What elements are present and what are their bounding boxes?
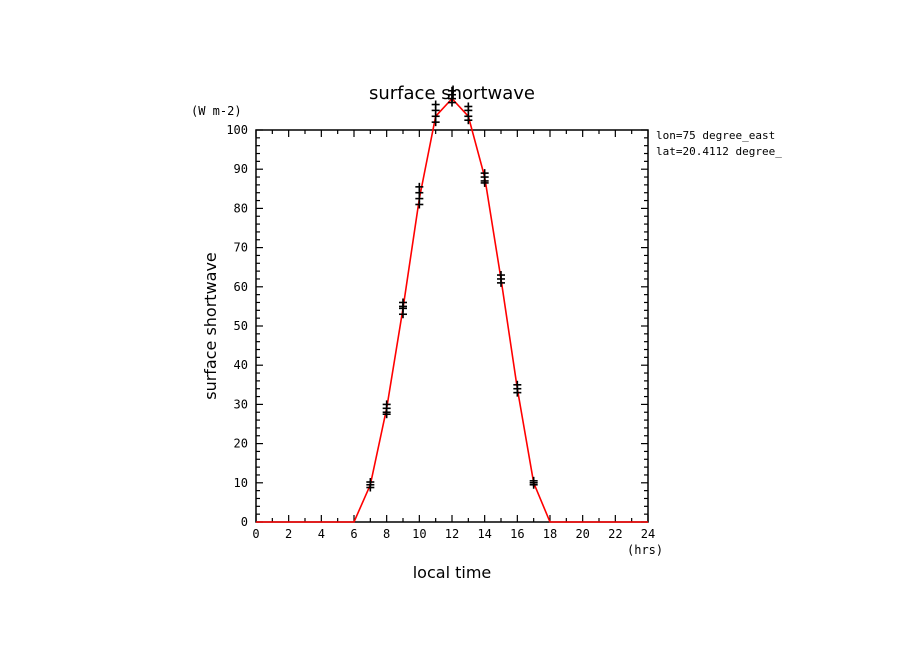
series-line [256,97,648,523]
x-tick-label: 24 [641,527,655,541]
x-tick-label: 6 [350,527,357,541]
data-point-marker [513,380,522,389]
x-tick-label: 2 [285,527,292,541]
y-axis-label: surface shortwave [201,252,220,400]
annotation-lon: lon=75 degree_east [656,129,775,142]
data-point-marker [415,200,424,209]
x-tick-label: 4 [318,527,325,541]
y-tick-label: 0 [241,515,248,529]
x-tick-label: 0 [252,527,259,541]
y-tick-label: 50 [234,319,248,333]
data-point-marker [480,169,489,178]
data-point-marker [382,400,391,409]
data-point-marker [497,271,505,280]
y-tick-label: 70 [234,241,248,255]
x-axis-label: local time [413,563,492,582]
x-tick-label: 18 [543,527,557,541]
data-point-marker [464,116,473,125]
y-tick-label: 80 [234,201,248,215]
y-unit-label: (W m-2) [191,104,242,118]
data-point-marker [399,310,407,319]
data-point-marker [415,182,424,191]
x-tick-label: 14 [477,527,491,541]
axis-ticks [255,129,649,523]
x-tick-label: 10 [412,527,426,541]
data-point-marker [431,118,440,127]
plot-frame [255,129,649,523]
data-point-marker [399,302,407,311]
data-point-marker [529,476,538,485]
data-point-marker [513,388,522,397]
x-tick-label: 20 [575,527,589,541]
data-point-marker [448,98,456,107]
data-point-marker [497,278,505,287]
x-unit-label: (hrs) [627,543,663,557]
x-tick-label: 8 [383,527,390,541]
data-point-marker [431,100,440,109]
y-tick-label: 100 [226,123,248,137]
data-point-marker [480,178,489,187]
data-point-marker [382,410,391,419]
x-tick-label: 16 [510,527,524,541]
points-layer [366,86,538,492]
y-tick-label: 30 [234,397,248,411]
y-tick-label: 40 [234,358,248,372]
data-point-marker [366,478,375,487]
annotation-lat: lat=20.4112 degree_ [656,145,782,158]
y-tick-label: 10 [234,476,248,490]
y-tick-label: 60 [234,280,248,294]
y-tick-label: 20 [234,437,248,451]
axis-tick-labels: 0 2 4 6 8 10 12 14 16 18 20 22 240102030405060708090… [226,123,655,541]
x-tick-label: 12 [445,527,459,541]
data-point-marker [448,86,456,95]
data-point-marker [464,102,473,111]
series-layer [256,97,648,523]
y-tick-label: 90 [234,162,248,176]
x-tick-label: 22 [608,527,622,541]
